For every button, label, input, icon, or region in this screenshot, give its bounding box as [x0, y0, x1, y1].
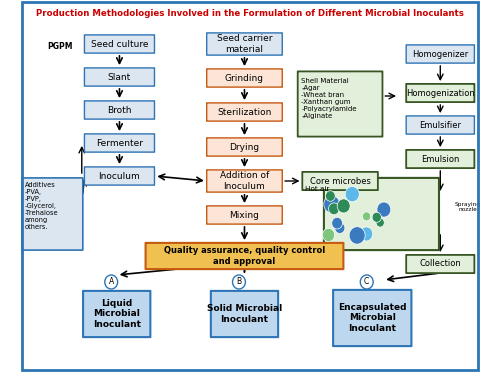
Text: Emulsion: Emulsion [421, 154, 460, 164]
FancyBboxPatch shape [206, 138, 282, 156]
FancyBboxPatch shape [302, 172, 378, 190]
Text: Hot air: Hot air [305, 186, 330, 192]
FancyBboxPatch shape [298, 71, 382, 137]
Circle shape [322, 228, 334, 241]
FancyBboxPatch shape [206, 69, 282, 87]
Text: Seed culture: Seed culture [90, 39, 148, 48]
Text: Encapsulated
Microbial
Inoculant: Encapsulated Microbial Inoculant [338, 303, 406, 333]
FancyBboxPatch shape [206, 206, 282, 224]
Circle shape [377, 202, 391, 217]
FancyBboxPatch shape [83, 291, 150, 337]
Text: PGPM: PGPM [47, 42, 72, 51]
FancyBboxPatch shape [406, 45, 474, 63]
FancyBboxPatch shape [84, 35, 154, 53]
Text: B: B [236, 278, 242, 286]
Text: Additives
-PVA,
-PVP,
-Glycerol,
-Trehalose
among
others.: Additives -PVA, -PVP, -Glycerol, -Trehal… [25, 182, 58, 230]
Text: Inoculum: Inoculum [98, 171, 140, 180]
Text: Homogenizer: Homogenizer [412, 49, 469, 58]
Text: Production Methodologies Involved in the Formulation of Different Microbial Inoc: Production Methodologies Involved in the… [36, 9, 464, 18]
Text: Core microbes: Core microbes [310, 176, 370, 186]
Text: Emulsifier: Emulsifier [420, 121, 462, 129]
Circle shape [328, 203, 340, 215]
FancyBboxPatch shape [84, 68, 154, 86]
Circle shape [337, 199, 350, 213]
FancyBboxPatch shape [206, 33, 282, 55]
FancyBboxPatch shape [84, 101, 154, 119]
Text: C: C [364, 278, 370, 286]
Circle shape [345, 186, 360, 202]
Text: Slant: Slant [108, 73, 131, 81]
Text: Grinding: Grinding [225, 74, 264, 83]
Text: Sterilization: Sterilization [218, 108, 272, 116]
Circle shape [332, 217, 342, 229]
Circle shape [326, 191, 335, 201]
Text: Mixing: Mixing [230, 211, 260, 219]
Circle shape [372, 212, 382, 222]
Text: Liquid
Microbial
Inoculant: Liquid Microbial Inoculant [92, 299, 140, 329]
Circle shape [360, 275, 373, 289]
Circle shape [360, 227, 372, 241]
Circle shape [376, 218, 384, 227]
Circle shape [324, 196, 340, 213]
FancyBboxPatch shape [406, 255, 474, 273]
Text: Quality assurance, quality control
and approval: Quality assurance, quality control and a… [164, 246, 325, 266]
Text: Spraying
nozzle: Spraying nozzle [455, 202, 481, 212]
Text: Homogenization: Homogenization [406, 89, 474, 97]
FancyBboxPatch shape [333, 290, 411, 346]
Text: Collection: Collection [420, 260, 461, 269]
Circle shape [362, 212, 370, 221]
Circle shape [335, 222, 345, 234]
FancyBboxPatch shape [146, 243, 344, 269]
Circle shape [105, 275, 118, 289]
FancyBboxPatch shape [406, 116, 474, 134]
FancyBboxPatch shape [22, 178, 83, 250]
FancyBboxPatch shape [206, 103, 282, 121]
Circle shape [232, 275, 245, 289]
FancyBboxPatch shape [406, 84, 474, 102]
FancyBboxPatch shape [206, 170, 282, 192]
Circle shape [349, 227, 365, 244]
Text: A: A [108, 278, 114, 286]
FancyBboxPatch shape [84, 134, 154, 152]
Text: Addition of
Inoculum: Addition of Inoculum [220, 171, 269, 191]
FancyBboxPatch shape [84, 167, 154, 185]
FancyBboxPatch shape [211, 291, 278, 337]
FancyBboxPatch shape [324, 178, 439, 250]
FancyBboxPatch shape [406, 150, 474, 168]
Text: Seed carrier
material: Seed carrier material [216, 34, 272, 54]
Text: Fermenter: Fermenter [96, 138, 143, 148]
Text: Drying: Drying [230, 142, 260, 151]
Text: Broth: Broth [107, 106, 132, 115]
Text: Solid Microbial
Inoculant: Solid Microbial Inoculant [207, 304, 282, 324]
Text: Shell Material
-Agar
-Wheat bran
-Xanthan gum
-Polyacrylamide
-Alginate: Shell Material -Agar -Wheat bran -Xantha… [302, 77, 357, 119]
